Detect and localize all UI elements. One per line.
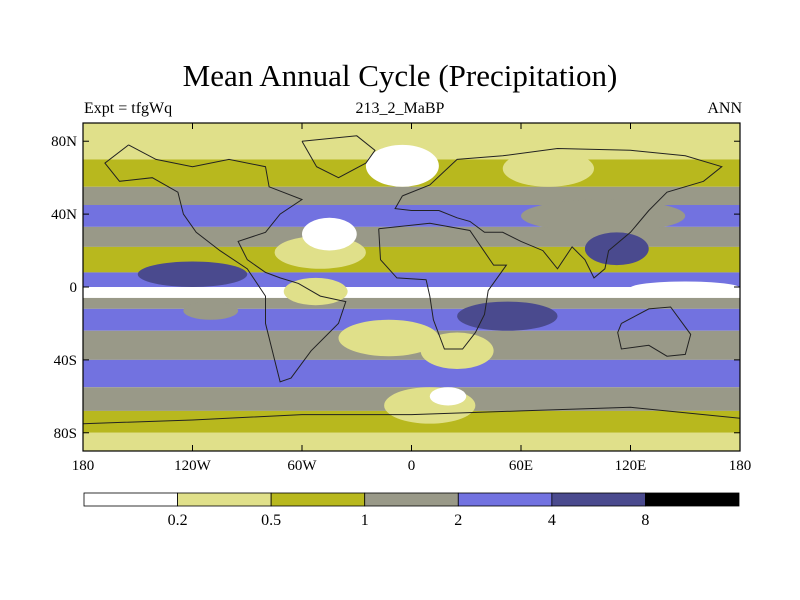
x-tick-label: 180 <box>72 458 95 474</box>
y-tick-label: 0 <box>70 280 78 296</box>
coastline-0 <box>104 144 347 383</box>
colorbar-box-1 <box>177 492 272 507</box>
precip-patch-10 <box>420 332 494 369</box>
chart-title: Mean Annual Cycle (Precipitation) <box>182 58 618 93</box>
precip-patch-1 <box>183 301 239 320</box>
colorbar-label: 0.5 <box>261 512 281 529</box>
precip-band-2 <box>83 186 740 205</box>
precip-patch-3 <box>302 217 357 251</box>
y-tick-label: 40S <box>54 353 77 369</box>
x-tick-label: 120W <box>174 458 212 474</box>
colorbar-box-3 <box>364 492 459 507</box>
precip-patch-7 <box>584 232 649 266</box>
precip-band-6 <box>83 272 740 287</box>
precip-band-11 <box>83 359 740 388</box>
colorbar-label: 2 <box>454 512 462 529</box>
precip-patch-6 <box>521 199 686 233</box>
x-tick-label: 180 <box>729 458 752 474</box>
colorbar-box-2 <box>270 492 366 507</box>
x-tick-label: 60E <box>509 458 533 474</box>
x-tick-label: 0 <box>408 458 416 474</box>
colorbar-box-0 <box>83 492 178 507</box>
colorbar-box-6 <box>645 492 740 507</box>
colorbar-label: 4 <box>548 512 556 529</box>
precip-patch-9 <box>338 319 439 357</box>
precip-patch-13 <box>630 281 740 295</box>
coastline-3 <box>617 306 692 357</box>
precip-patch-12 <box>429 387 467 406</box>
precip-band-14 <box>83 432 740 451</box>
case-label: 213_2_MaBP <box>355 100 445 117</box>
precip-patch-0 <box>137 261 248 287</box>
precip-band-7 <box>83 287 740 298</box>
precip-patch-8 <box>457 301 558 331</box>
precip-patch-4 <box>365 144 439 187</box>
precip-band-8 <box>83 297 740 309</box>
colorbar-box-5 <box>551 492 646 507</box>
precip-band-9 <box>83 308 740 331</box>
precip-patch-5 <box>502 150 594 187</box>
experiment-label: Expt = tfgWq <box>84 100 173 117</box>
colorbar-label: 8 <box>641 512 649 529</box>
season-label: ANN <box>707 100 742 117</box>
x-tick-label: 60W <box>287 458 317 474</box>
colorbar-label: 0.2 <box>168 512 188 529</box>
precip-band-4 <box>83 226 740 247</box>
colorbar-label: 1 <box>361 512 369 529</box>
x-tick-label: 120E <box>615 458 647 474</box>
coastline-2 <box>378 222 508 350</box>
coastline-4 <box>301 135 376 179</box>
coastline-5 <box>83 406 740 425</box>
y-tick-label: 80N <box>51 134 77 150</box>
coastline-1 <box>394 147 723 279</box>
y-tick-label: 40N <box>51 207 77 223</box>
colorbar-box-4 <box>457 492 553 507</box>
y-tick-label: 80S <box>54 426 77 442</box>
